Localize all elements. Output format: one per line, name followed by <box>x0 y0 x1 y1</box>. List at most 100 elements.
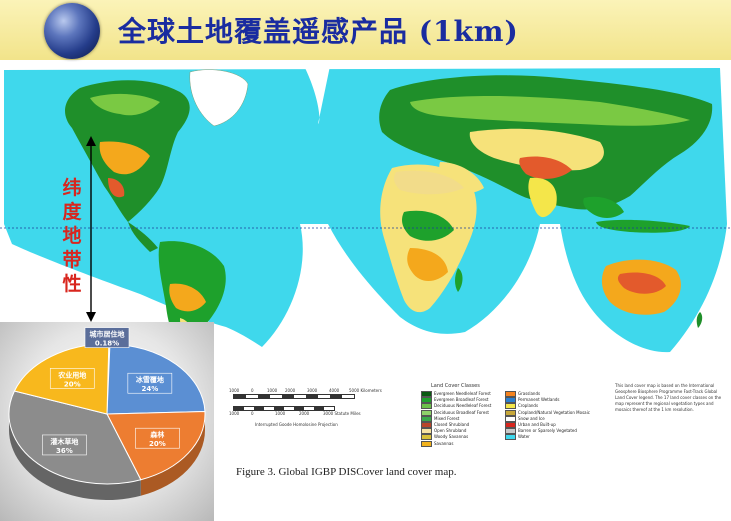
legend-item: Snow and Ice <box>505 415 545 422</box>
legend-swatch <box>421 415 432 422</box>
scale-mi-label-3: 2000 <box>299 411 310 416</box>
legend-item: Evergreen Needleleaf Forest <box>421 391 491 397</box>
pie-label-value: 0.18% <box>95 340 119 348</box>
legend-label: Deciduous Broadleaf Forest <box>434 409 489 415</box>
scale-km-label-6: 5000 Kilometers <box>349 388 382 393</box>
legend-item: Grasslands <box>505 391 540 397</box>
legend-label: Cropland/Natural Vegetation Mosaic <box>518 409 590 415</box>
legend-swatch <box>421 403 432 410</box>
legend-label: Evergreen Broadleaf Forest <box>434 397 489 403</box>
pie-label-name: 农业用地 <box>57 370 86 379</box>
legend-item: Evergreen Broadleaf Forest <box>421 397 489 404</box>
scale-km-label-4: 3000 <box>307 388 318 393</box>
scale-bar-km <box>233 394 355 399</box>
legend-swatch <box>505 422 516 428</box>
legend-label: Savannas <box>434 440 454 446</box>
legend-label: Mixed Forest <box>434 415 460 421</box>
land-use-pie-chart: 城市居住地 0.18% 冰雪覆地 24% 森林 20% 灌木草地 36% 农业用地 20% <box>0 322 214 521</box>
pie-label-box <box>135 427 180 449</box>
scale-km-label-1: 0 <box>251 388 254 393</box>
legend-swatch <box>505 391 516 397</box>
scale-bar-miles <box>233 406 335 411</box>
side-label-char: 带 <box>62 249 82 271</box>
pie-label-box <box>127 372 173 394</box>
legend-swatch <box>421 428 432 435</box>
legend-swatch <box>421 422 432 428</box>
latitude-zonality-label: 纬 度 地 带 性 <box>58 176 86 296</box>
pie-label-name: 灌木草地 <box>50 437 78 446</box>
map-south-lobe-americas <box>4 224 303 347</box>
legend-swatch <box>421 397 432 404</box>
legend-swatch <box>505 409 516 416</box>
map-legend: 1000 0 1000 2000 3000 4000 5000 Kilomete… <box>215 378 731 450</box>
side-label-char: 性 <box>62 273 82 295</box>
map-greenland <box>189 69 249 127</box>
legend-swatch <box>505 397 516 404</box>
legend-item: Permanent Wetlands <box>505 397 560 404</box>
legend-note: This land cover map is based on the Inte… <box>615 383 722 412</box>
legend-label: Permanent Wetlands <box>518 397 560 403</box>
legend-item: Savannas <box>421 440 454 447</box>
legend-item: Closed Shrubland <box>421 422 469 428</box>
legend-swatch <box>505 428 516 435</box>
legend-label: Evergreen Needleleaf Forest <box>434 391 491 396</box>
side-label-char: 地 <box>62 225 82 247</box>
legend-label: Snow and Ice <box>518 415 545 421</box>
legend-item: Urban and Built-up <box>505 422 556 428</box>
legend-item: Open Shrubland <box>421 428 467 435</box>
side-label-char: 纬 <box>62 177 82 199</box>
legend-label: Grasslands <box>518 391 541 396</box>
legend-label: Woody Savannas <box>434 434 469 440</box>
legend-swatch <box>505 434 516 441</box>
pie-label-name: 冰雪覆地 <box>136 375 164 384</box>
pie-label-name: 森林 <box>150 430 165 439</box>
pie-slice-side <box>140 414 205 496</box>
pie-label-box <box>42 434 87 456</box>
legend-item: Mixed Forest <box>421 415 460 422</box>
pie-label-box <box>84 327 130 348</box>
map-graphic <box>0 62 731 368</box>
scale-mi-label-1: 0 <box>251 411 254 416</box>
scale-mi-label-2: 1000 <box>275 411 286 416</box>
scale-mi-label-4: 3000 Statute Miles <box>323 411 361 416</box>
figure-caption: Figure 3. Global IGBP DISCover land cove… <box>236 466 457 478</box>
legend-swatch <box>421 434 432 441</box>
legend-item: Cropland/Natural Vegetation Mosaic <box>505 409 590 416</box>
legend-swatch <box>421 409 432 416</box>
globe-icon <box>44 3 100 59</box>
projection-label: Interrupted Goode Homolosine Projection <box>255 422 338 427</box>
pie-label-box <box>49 368 95 389</box>
legend-item: Water <box>505 434 530 441</box>
legend-swatch <box>421 440 432 447</box>
legend-title: Land Cover Classes <box>431 383 480 389</box>
scale-mi-label-0: 1000 <box>229 411 240 416</box>
legend-label: Deciduous Needleleaf Forest <box>434 403 492 409</box>
pie-label-value: 36% <box>56 447 73 455</box>
scale-km-label-3: 2000 <box>285 388 296 393</box>
legend-label: Water <box>518 434 530 440</box>
legend-item: Woody Savannas <box>421 434 469 441</box>
pie-label-value: 20% <box>64 380 81 388</box>
page-title: 全球土地覆盖遥感产品 (1km) <box>118 15 519 48</box>
legend-swatch <box>505 415 516 422</box>
pie-label-value: 20% <box>149 440 166 448</box>
legend-item: Croplands <box>505 403 539 410</box>
legend-label: Open Shrubland <box>434 428 467 434</box>
legend-item: Deciduous Needleleaf Forest <box>421 403 492 410</box>
pie-label-value: 24% <box>141 385 158 393</box>
pie-slice-side <box>9 414 141 500</box>
legend-label: Closed Shrubland <box>434 422 470 427</box>
pie-label-name: 城市居住地 <box>90 330 125 339</box>
side-label-char: 度 <box>62 201 82 223</box>
legend-swatch <box>505 403 516 410</box>
legend-label: Urban and Built-up <box>518 422 556 427</box>
legend-item: Barren or Sparsely Vegetated <box>505 428 577 435</box>
legend-item: Deciduous Broadleaf Forest <box>421 409 489 416</box>
legend-swatch <box>421 391 432 397</box>
legend-label: Croplands <box>518 403 539 409</box>
scale-km-label-5: 4000 <box>329 388 340 393</box>
land-cover-map <box>0 62 731 377</box>
legend-label: Barren or Sparsely Vegetated <box>518 428 577 434</box>
scale-km-label-0: 1000 <box>229 388 240 393</box>
